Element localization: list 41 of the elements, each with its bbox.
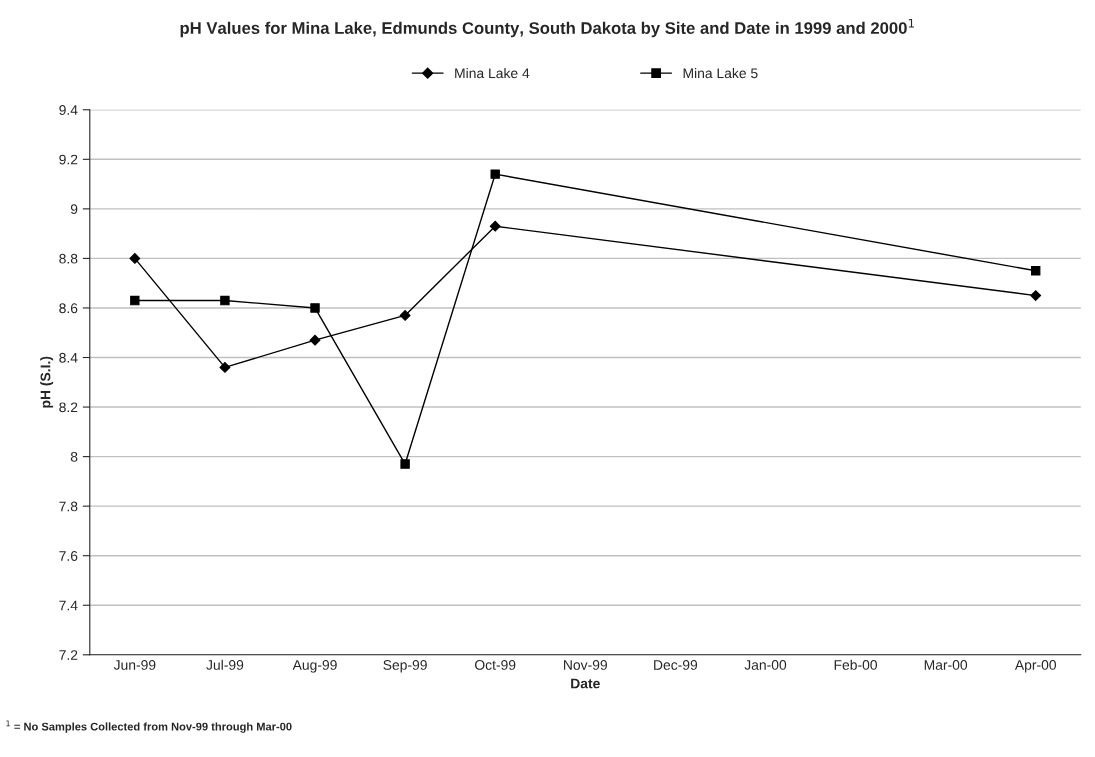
- point: [489, 220, 501, 232]
- y-tick-label: 8.4: [59, 352, 78, 363]
- y-tick-label: 8.6: [59, 303, 78, 314]
- y-tick-label: 9.4: [59, 105, 78, 115]
- point: [1031, 266, 1041, 276]
- y-tick-label: 9.2: [59, 154, 78, 165]
- x-tick-label: Nov-99: [564, 660, 608, 670]
- y-axis-title: pH (S.I.): [40, 356, 54, 408]
- x-axis-title: Date: [571, 678, 600, 689]
- point: [400, 459, 410, 469]
- y-tick-label: 7.6: [59, 551, 78, 561]
- x-tick-label: Jan-00: [744, 660, 787, 670]
- x-tick-label: Apr-00: [1014, 660, 1057, 673]
- point: [1030, 290, 1042, 301]
- point: [399, 309, 411, 321]
- x-tick-label: Sep-99: [383, 660, 427, 673]
- point: [490, 169, 500, 179]
- point: [219, 361, 231, 373]
- text: $^{1}$ = No Samples Collected from Nov-99 through Mar-00: [6, 720, 292, 733]
- chart-title: pH Values for Mina Lake, Edmunds County, South Dakota by Site and Date in 1999 and 2000$^{1}$: [180, 18, 914, 38]
- x-tick-label: Jul-99: [206, 659, 244, 670]
- point: [130, 295, 140, 306]
- y-tick-label: 7.2: [59, 650, 78, 660]
- legend-label: Mina Lake 4: [455, 67, 530, 79]
- x-tick-label: Mar-00: [924, 660, 968, 670]
- point: [220, 295, 230, 306]
- y-tick-label: 8.8: [59, 253, 78, 264]
- legend-label: Mina Lake 5: [683, 67, 758, 79]
- x-tick-label: Aug-99: [292, 660, 337, 673]
- x-tick-label: Oct-99: [475, 660, 516, 670]
- point: [129, 252, 141, 264]
- y-tick-label: 7.8: [59, 501, 78, 512]
- x-tick-label: Jun-99: [113, 660, 156, 670]
- x-tick-label: Dec-99: [654, 660, 698, 670]
- point: [309, 334, 321, 346]
- point: [310, 303, 320, 313]
- y-tick-label: 8.2: [59, 402, 78, 413]
- x-tick-label: Feb-00: [834, 659, 878, 670]
- y-tick-label: 9: [70, 204, 78, 215]
- y-tick-label: 8: [70, 451, 78, 462]
- y-tick-label: 7.4: [59, 600, 78, 611]
